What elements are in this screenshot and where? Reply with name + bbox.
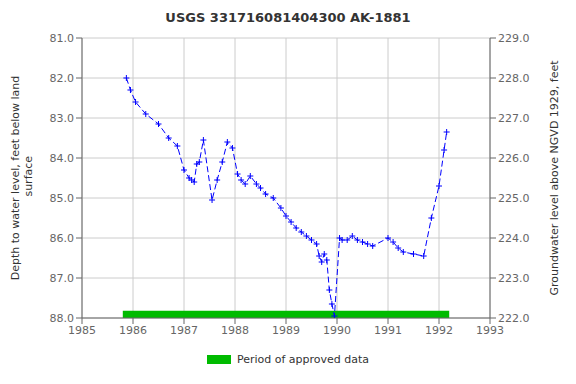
svg-text:88.0: 88.0 [50,312,75,325]
html-text:Period of approved data: Period of approved data [236,352,370,366]
svg-text:225.0: 225.0 [498,192,530,205]
svg-text:1992: 1992 [425,324,453,337]
svg-text:82.0: 82.0 [50,72,75,85]
svg-text:1988: 1988 [221,324,249,337]
html-text:USGS 331716081404300 AK-1881: USGS 331716081404300 AK-1881 [165,10,411,25]
svg-text:227.0: 227.0 [498,112,530,125]
svg-text:86.0: 86.0 [50,232,75,245]
svg-text:229.0: 229.0 [498,32,530,45]
svg-text:1990: 1990 [323,324,351,337]
svg-text:83.0: 83.0 [50,112,75,125]
svg-text:1986: 1986 [119,324,147,337]
svg-text:226.0: 226.0 [498,152,530,165]
html-text:Groundwater level above NGVD 1: Groundwater level above NGVD 1929, feet [547,60,561,296]
svg-text:223.0: 223.0 [498,272,530,285]
svg-text:1987: 1987 [170,324,198,337]
svg-text:81.0: 81.0 [50,32,75,45]
svg-text:1991: 1991 [374,324,402,337]
svg-text:222.0: 222.0 [498,312,530,325]
svg-text:228.0: 228.0 [498,72,530,85]
svg-text:1989: 1989 [272,324,300,337]
html-text:Depth to water level, feet bel: Depth to water level, feet below land su… [9,75,35,281]
svg-text:85.0: 85.0 [50,192,75,205]
svg-text:1985: 1985 [68,324,96,337]
svg-text:1993: 1993 [476,324,504,337]
svg-text:87.0: 87.0 [50,272,75,285]
svg-text:84.0: 84.0 [50,152,75,165]
svg-text:224.0: 224.0 [498,232,530,245]
